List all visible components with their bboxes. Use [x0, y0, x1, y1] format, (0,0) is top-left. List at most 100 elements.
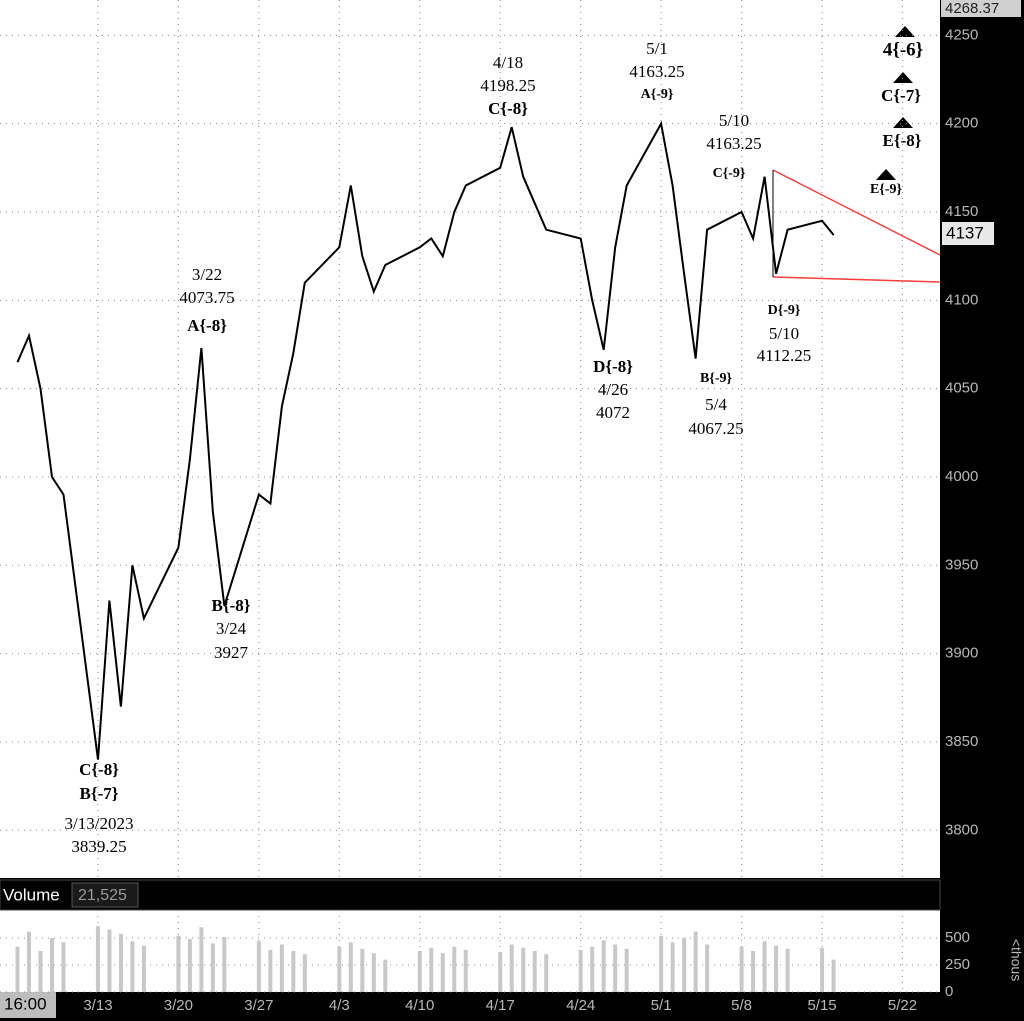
volume-bar: [291, 951, 296, 992]
x-tick-label: 4/10: [405, 997, 434, 1014]
volume-title: Volume: [3, 885, 60, 904]
price-line: [16, 120, 835, 760]
trendline-upper: [772, 169, 941, 256]
annotation: 4073.75: [179, 288, 234, 307]
annotation: 4198.25: [480, 76, 535, 95]
volume-pane: [0, 910, 940, 992]
annotation: 4112.25: [757, 346, 812, 365]
x-tick-label: 5/22: [888, 997, 917, 1014]
y-tick-label: 3850: [945, 733, 978, 750]
volume-bar: [176, 935, 181, 992]
annotation: 3/13/2023: [65, 814, 134, 833]
y-tick-label: 4200: [945, 115, 978, 132]
volume-bar: [95, 926, 100, 992]
time-box: [0, 992, 56, 1018]
volume-bar: [429, 947, 434, 992]
annotation: D{-9}: [768, 303, 801, 318]
volume-bar: [210, 943, 215, 992]
volume-bar: [383, 959, 388, 992]
volume-bar: [130, 941, 135, 992]
volume-bar: [107, 929, 112, 992]
volume-bar: [360, 948, 365, 992]
volume-bar: [371, 953, 376, 992]
annotation: C{-8}: [79, 760, 119, 779]
volume-bar: [279, 944, 284, 992]
last-box: [942, 222, 994, 245]
annotation: 5/1: [646, 39, 668, 58]
time-label: 16:00: [4, 994, 47, 1013]
annotation: D{-8}: [593, 357, 633, 376]
last-label: 4137: [946, 223, 984, 242]
volume-bar: [613, 944, 618, 992]
annotation: 4072: [596, 403, 630, 422]
annotation: E{-9}: [870, 182, 903, 197]
volume-bar: [222, 936, 227, 992]
annotation: 4163.25: [629, 62, 684, 81]
x-tick-label: 3/27: [244, 997, 273, 1014]
volume-bar: [670, 942, 675, 992]
volume-bar: [256, 941, 261, 992]
volume-bar: [337, 946, 342, 992]
volume-bar: [785, 948, 790, 992]
annotation: C{-9}: [713, 166, 746, 181]
high-box: [941, 0, 1021, 17]
volume-bar: [762, 941, 767, 992]
volume-bar: [38, 951, 43, 992]
annotation: 3/24: [216, 619, 247, 638]
volume-bar: [509, 944, 514, 992]
volume-bar: [831, 959, 836, 992]
x-tick-label: 3/20: [164, 997, 193, 1014]
volume-last: 21,525: [78, 887, 127, 904]
volume-bar: [578, 949, 583, 992]
y-tick-label: 0: [945, 983, 953, 1000]
annotation: 3839.25: [71, 837, 126, 856]
volume-bar: [348, 942, 353, 992]
volume-bar: [268, 949, 273, 992]
volume-bar: [601, 940, 606, 992]
y-tick-label: 4150: [945, 203, 978, 220]
volume-bar: [49, 938, 54, 992]
annotation: C{-8}: [488, 99, 528, 118]
volume-value-box: [71, 882, 139, 908]
annotation: 4{-6}: [883, 39, 923, 60]
volume-bar: [532, 951, 537, 992]
x-tick-label: 4/3: [329, 997, 350, 1014]
annotation: 3/22: [192, 265, 222, 284]
annotation: A{-8}: [187, 316, 227, 335]
volume-bar: [820, 947, 825, 992]
volume-bar: [544, 954, 549, 992]
volume-bar: [774, 945, 779, 992]
annotation: 4163.25: [706, 134, 761, 153]
volume-bar: [521, 947, 526, 992]
volume-bar: [682, 938, 687, 992]
volume-bar: [624, 948, 629, 992]
volume-bar: [199, 927, 204, 992]
volume-bar: [440, 953, 445, 992]
y-tick-label: 4050: [945, 380, 978, 397]
annotation: C{-7}: [881, 86, 921, 105]
x-tick-label: 5/1: [651, 997, 672, 1014]
annotation: B{-9}: [700, 371, 733, 386]
annotation: 4/26: [598, 380, 628, 399]
volume-unit: <thous: [1008, 939, 1024, 981]
y-tick-label: 4250: [945, 26, 978, 43]
marker: [893, 117, 913, 128]
volume-bar: [26, 931, 31, 992]
y-tick-label: 3900: [945, 645, 978, 662]
annotation: E{-8}: [883, 131, 922, 150]
volume-bar: [61, 942, 66, 992]
annotation: 5/10: [719, 111, 749, 130]
volume-bar: [187, 939, 192, 992]
annotation: B{-8}: [212, 596, 251, 615]
x-tick-label: 5/15: [807, 997, 836, 1014]
annotation: A{-9}: [641, 87, 674, 102]
price-pane: [0, 0, 940, 878]
volume-bar: [417, 951, 422, 992]
volume-header: [0, 879, 941, 911]
annotation: 5/4: [705, 395, 727, 414]
x-tick-label: 4/17: [486, 997, 515, 1014]
marker: [893, 72, 913, 83]
y-tick-label: 4100: [945, 291, 978, 308]
y-tick-label: 250: [945, 956, 970, 973]
